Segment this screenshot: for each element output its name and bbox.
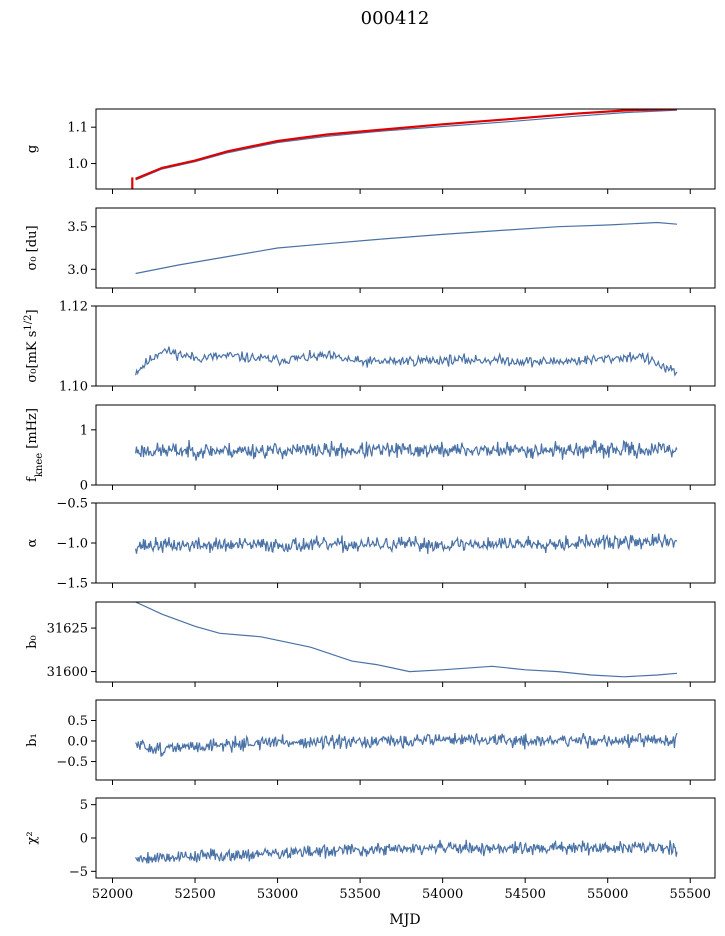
panel-b1: −0.5 0.0 0.5 b₁: [25, 699, 716, 785]
series-line-fknee-0: [135, 439, 678, 461]
x-axis-label: MJD: [389, 912, 420, 928]
x-tick-label-5: 54500: [504, 887, 545, 902]
y-tick-label-g-0: 1.0: [67, 157, 88, 172]
panel-g: 1.0 1.1 g: [25, 108, 716, 194]
panel-frame-chi2: [95, 797, 716, 879]
y-axis-label-alpha: α: [25, 538, 40, 547]
series-line-sigma0_mK-0: [135, 346, 678, 377]
y-tick-label-alpha-2: −0.5: [56, 497, 88, 512]
series-line-b0-0: [135, 602, 678, 678]
x-tick-label-7: 55500: [670, 887, 711, 902]
y-axis-label-chi2: χ²: [25, 831, 40, 844]
y-tick-label-b0-0: 31600: [47, 665, 88, 680]
y-tick-label-alpha-1: −1.0: [56, 537, 88, 552]
y-tick-label-b1-0: −0.5: [56, 755, 88, 770]
y-tick-label-fknee-0: 0: [80, 479, 88, 494]
series-line-b1-0: [135, 732, 678, 757]
series-line-alpha-0: [135, 533, 678, 554]
panel-frame-fknee: [95, 404, 716, 486]
x-tick-label-6: 55000: [587, 887, 628, 902]
panel-frame-sigma0_du: [95, 207, 716, 289]
series-line-chi2-0: [135, 839, 678, 864]
y-tick-label-b0-1: 31625: [47, 622, 88, 637]
series-line-g-1: [135, 109, 678, 180]
panel-sigma0_du: 3.0 3.5 σ₀ [du]: [25, 207, 716, 293]
panel-b0: 31600 31625 b₀: [25, 601, 716, 687]
panels: 1.0 1.1 g 3.0 3.5 σ₀ [du] 1.10 1.12 σ₀[mK s1/2] 0…: [23, 108, 716, 902]
y-tick-label-alpha-0: −1.5: [56, 577, 88, 592]
panel-chi2: −5 0 5 52000 52500 53000 53500 54000 54500 55000 5…: [25, 797, 716, 902]
panel-alpha: −1.5 −1.0 −0.5 α: [25, 497, 716, 592]
y-tick-label-chi2-1: 0: [80, 832, 88, 847]
panel-sigma0_mK: 1.10 1.12 σ₀[mK s1/2]: [23, 300, 716, 395]
chart-title: 000412: [361, 8, 430, 29]
y-axis-label-fknee: fknee [mHz]: [25, 408, 45, 482]
y-tick-label-sigma0_du-1: 3.5: [67, 220, 88, 235]
y-tick-label-fknee-1: 1: [80, 423, 88, 438]
y-tick-label-sigma0_mK-1: 1.12: [59, 300, 88, 315]
y-tick-label-chi2-0: −5: [69, 865, 88, 880]
x-tick-label-2: 53000: [257, 887, 298, 902]
y-axis-label-sigma0_mK: σ₀[mK s1/2]: [23, 309, 41, 382]
y-tick-label-sigma0_mK-0: 1.10: [59, 380, 88, 395]
y-axis-label-sigma0_du: σ₀ [du]: [25, 225, 40, 270]
y-tick-label-sigma0_du-0: 3.0: [67, 263, 88, 278]
panel-fknee: 0 1 fknee [mHz]: [25, 404, 716, 494]
y-axis-label-b0: b₀: [25, 635, 40, 649]
x-tick-label-0: 52000: [92, 887, 133, 902]
panel-frame-b0: [95, 601, 716, 683]
panel-frame-b1: [95, 699, 716, 781]
panel-frame-g: [95, 108, 716, 190]
panel-frame-sigma0_mK: [95, 305, 716, 387]
y-tick-label-chi2-2: 5: [80, 798, 88, 813]
y-tick-label-b1-1: 0.0: [67, 735, 88, 750]
x-tick-label-4: 54000: [422, 887, 463, 902]
series-line-sigma0_du-0: [135, 221, 678, 275]
x-tick-label-1: 52500: [174, 887, 215, 902]
y-axis-label-g: g: [25, 145, 40, 153]
x-tick-label-3: 53500: [339, 887, 380, 902]
y-axis-label-b1: b₁: [25, 733, 40, 747]
series-line-g-0: [135, 109, 678, 181]
y-tick-label-b1-2: 0.5: [67, 714, 88, 729]
y-tick-label-g-1: 1.1: [67, 121, 88, 136]
